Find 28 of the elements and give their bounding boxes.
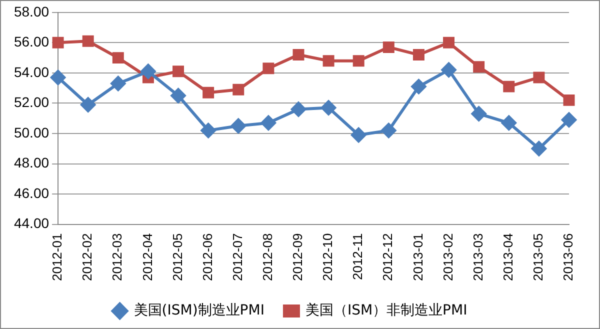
x-tick-label: 2013-05 bbox=[530, 233, 546, 282]
x-tick-label: 2012-09 bbox=[290, 233, 306, 282]
legend-label: 美国(ISM)制造业PMI bbox=[134, 302, 264, 319]
x-tick-label: 2012-03 bbox=[110, 233, 125, 282]
x-tick-label: 2013-01 bbox=[410, 233, 426, 282]
x-tick-label: 2013-03 bbox=[470, 233, 486, 282]
x-tick-label: 2012-05 bbox=[170, 233, 185, 282]
y-tick-label: 52.00 bbox=[14, 94, 50, 110]
x-tick-label: 2012-01 bbox=[50, 233, 65, 282]
x-tick-label: 2012-08 bbox=[260, 233, 276, 282]
x-tick-label: 2012-02 bbox=[80, 233, 95, 282]
y-tick-label: 50.00 bbox=[14, 124, 50, 140]
x-tick-label: 2012-04 bbox=[140, 233, 155, 282]
x-tick-label: 2013-06 bbox=[560, 233, 576, 282]
x-tick-label: 2012-12 bbox=[380, 233, 396, 282]
x-tick-label: 2013-02 bbox=[440, 233, 456, 282]
x-tick-label: 2012-07 bbox=[230, 233, 245, 282]
y-tick-label: 58.00 bbox=[14, 3, 50, 20]
y-tick-label: 56.00 bbox=[14, 34, 50, 50]
y-tick-label: 54.00 bbox=[14, 64, 50, 80]
x-tick-label: 2012-06 bbox=[200, 233, 215, 282]
x-tick-label: 2013-04 bbox=[500, 233, 516, 282]
y-tick-label: 46.00 bbox=[14, 184, 50, 201]
x-tick-label: 2012-11 bbox=[350, 233, 366, 280]
x-tick-label: 2012-10 bbox=[320, 233, 336, 282]
legend-label: 美国（ISM）非制造业PMI bbox=[305, 302, 468, 319]
y-tick-label: 48.00 bbox=[14, 154, 50, 171]
y-tick-label: 44.00 bbox=[14, 215, 50, 232]
